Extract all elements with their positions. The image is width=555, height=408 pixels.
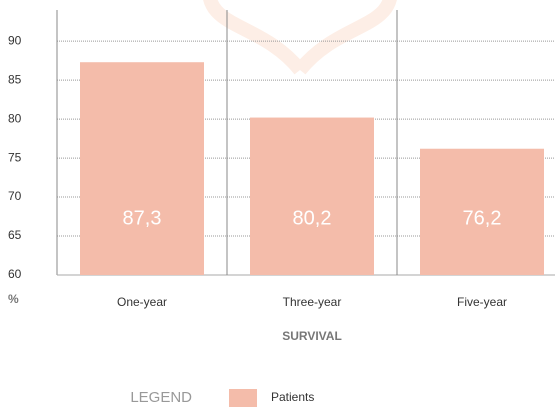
y-tick-label: 75 [8, 150, 22, 164]
bar [420, 148, 544, 275]
y-tick-label: 60 [8, 267, 22, 281]
y-tick-label: 70 [8, 189, 22, 203]
y-tick-label: 85 [8, 72, 22, 86]
bar [80, 62, 204, 276]
value-label: 76,2 [463, 207, 502, 229]
y-tick-label: 65 [8, 228, 22, 242]
x-tick-label: One-year [117, 295, 167, 309]
x-tick-label: Three-year [283, 295, 342, 309]
x-axis-title: SURVIVAL [282, 329, 342, 343]
x-tick-label: Five-year [457, 295, 507, 309]
y-tick-label: 80 [8, 111, 22, 125]
watermark [203, 0, 397, 75]
value-label: 80,2 [293, 207, 332, 229]
y-tick-label: 90 [8, 33, 22, 47]
value-label: 87,3 [123, 207, 162, 229]
y-axis-title: % [8, 292, 19, 306]
legend-title: LEGEND [130, 389, 192, 406]
bar [250, 117, 374, 275]
legend-label: Patients [271, 390, 314, 404]
legend-swatch [229, 389, 257, 407]
